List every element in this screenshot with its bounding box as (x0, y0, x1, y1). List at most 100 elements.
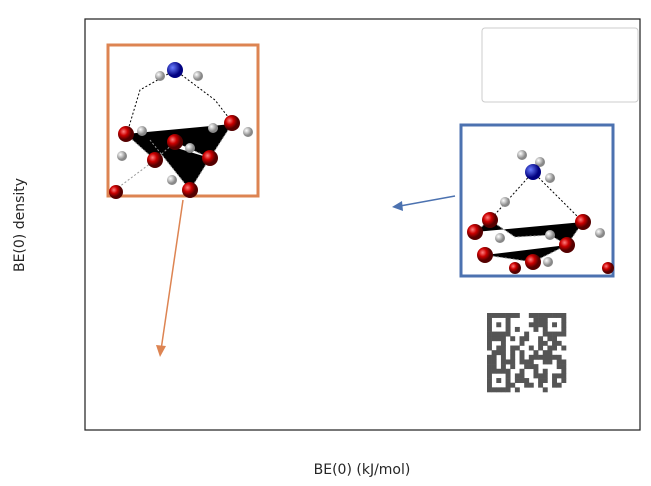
qr-cell (533, 350, 538, 355)
qr-cell (501, 313, 506, 318)
qr-cell (547, 359, 552, 364)
qr-cell (561, 359, 566, 364)
qr-cell (538, 318, 543, 323)
qr-cell (510, 355, 515, 360)
qr-cell (552, 332, 557, 337)
qr-cell (492, 369, 497, 374)
qr-cell (538, 378, 543, 383)
qr-cell (487, 387, 492, 392)
qr-cell (520, 341, 525, 346)
qr-cell (547, 313, 552, 318)
qr-cell (561, 378, 566, 383)
qr-code (487, 313, 566, 392)
qr-cell (561, 332, 566, 337)
qr-cell (510, 313, 515, 318)
qr-cell (529, 346, 534, 351)
qr-cell (552, 313, 557, 318)
qr-cell (561, 346, 566, 351)
qr-cell (492, 355, 497, 360)
inset-crystaline (461, 125, 614, 276)
qr-cell (506, 313, 511, 318)
qr-cell (496, 350, 501, 355)
qr-cell (538, 341, 543, 346)
qr-cell (501, 387, 506, 392)
qr-cell (561, 364, 566, 369)
qr-cell (557, 364, 562, 369)
qr-cell (492, 313, 497, 318)
qr-cell (487, 373, 492, 378)
qr-cell (520, 336, 525, 341)
qr-cell (506, 359, 511, 364)
qr-cell (552, 383, 557, 388)
qr-cell (533, 313, 538, 318)
qr-cell (533, 318, 538, 323)
qr-cell (520, 359, 525, 364)
qr-cell (506, 383, 511, 388)
qr-cell (492, 336, 497, 341)
qr-cell (529, 383, 534, 388)
qr-cell (487, 332, 492, 337)
qr-cell (524, 383, 529, 388)
qr-cell (515, 378, 520, 383)
qr-cell (501, 341, 506, 346)
qr-cell (538, 355, 543, 360)
qr-cell (538, 373, 543, 378)
qr-cell (492, 359, 497, 364)
qr-cell (543, 332, 548, 337)
qr-cell (487, 369, 492, 374)
inset-amorphous (108, 45, 258, 199)
qr-cell (561, 322, 566, 327)
qr-cell (547, 350, 552, 355)
x-axis-label: BE(0) (kJ/mol) (314, 462, 411, 478)
qr-cell (487, 383, 492, 388)
qr-cell (543, 318, 548, 323)
qr-cell (538, 322, 543, 327)
qr-cell (561, 369, 566, 374)
qr-cell (492, 387, 497, 392)
qr-cell (552, 341, 557, 346)
qr-cell (552, 336, 557, 341)
qr-cell (557, 383, 562, 388)
qr-cell (496, 387, 501, 392)
qr-cell (515, 373, 520, 378)
qr-cell (543, 369, 548, 374)
qr-cell (533, 322, 538, 327)
qr-cell (543, 350, 548, 355)
qr-cell (552, 346, 557, 351)
qr-cell (524, 378, 529, 383)
qr-cell (524, 364, 529, 369)
qr-cell (487, 359, 492, 364)
qr-cell (496, 313, 501, 318)
qr-cell (547, 346, 552, 351)
qr-cell (501, 364, 506, 369)
qr-cell (543, 327, 548, 332)
qr-cell (515, 346, 520, 351)
qr-cell (524, 359, 529, 364)
qr-cell (543, 378, 548, 383)
arrows (156, 196, 455, 357)
qr-cell (561, 313, 566, 318)
qr-cell (496, 322, 501, 327)
qr-cell (492, 350, 497, 355)
qr-cell (543, 373, 548, 378)
qr-cell (510, 383, 515, 388)
qr-cell (533, 355, 538, 360)
qr-cell (557, 341, 562, 346)
qr-cell (510, 359, 515, 364)
qr-cell (487, 364, 492, 369)
qr-cell (520, 373, 525, 378)
qr-cell (515, 387, 520, 392)
qr-cell (492, 364, 497, 369)
qr-cell (547, 336, 552, 341)
qr-cell (510, 350, 515, 355)
qr-cell (506, 369, 511, 374)
qr-cell (557, 332, 562, 337)
qr-cell (524, 332, 529, 337)
legend (482, 28, 638, 102)
qr-cell (557, 373, 562, 378)
qr-cell (543, 341, 548, 346)
qr-cell (533, 369, 538, 374)
qr-cell (496, 378, 501, 383)
qr-cell (529, 313, 534, 318)
qr-cell (538, 336, 543, 341)
